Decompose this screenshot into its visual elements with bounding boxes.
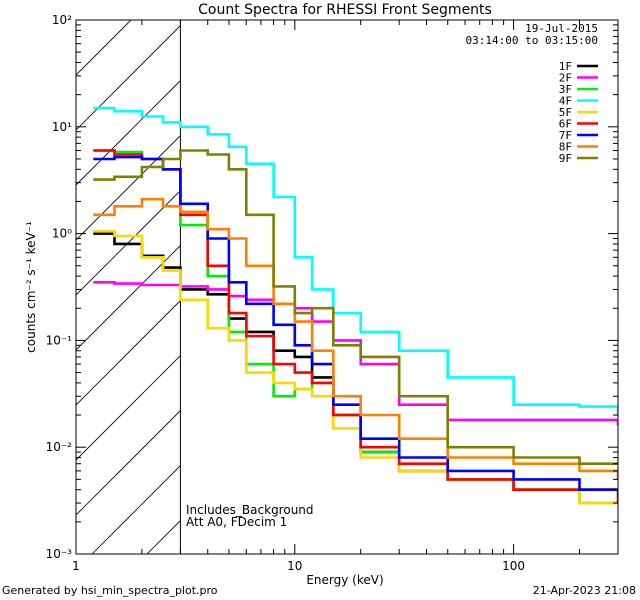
series-line-5f <box>93 230 618 505</box>
footer-generated-by: Generated by hsi_min_spectra_plot.pro <box>2 584 218 597</box>
y-tick-label: 10⁻¹ <box>46 333 73 347</box>
hatch-line <box>76 245 181 351</box>
y-tick-label: 10⁰ <box>52 227 72 241</box>
y-tick-label: 10² <box>52 13 72 27</box>
series-line-3f <box>93 149 618 505</box>
x-tick-label: 1 <box>72 559 80 573</box>
series-line-1f <box>93 232 618 491</box>
hatch-line <box>76 190 181 296</box>
legend-date: 19-Jul-2015 <box>525 22 598 35</box>
hatch-line <box>76 355 181 461</box>
hatch-line <box>76 410 181 516</box>
hatched-region <box>76 20 181 554</box>
y-axis-label: counts cm⁻² s⁻¹ keV⁻¹ <box>24 221 38 353</box>
plot-frame <box>75 19 619 555</box>
x-axis-label: Energy (keV) <box>306 573 383 587</box>
legend-label-9f: 9F <box>559 152 572 165</box>
legend-time-range: 03:14:00 to 03:15:00 <box>466 34 598 47</box>
series-layer <box>93 106 618 505</box>
y-tick-label: 10⁻³ <box>46 547 73 561</box>
annotation-attenuator: Att A0, FDecim 1 <box>186 515 287 529</box>
annotation-background: Includes_Background <box>186 503 314 517</box>
y-tick-label: 10¹ <box>52 120 72 134</box>
hatch-line <box>76 20 132 76</box>
series-line-6f <box>93 149 618 503</box>
y-tick-label: 10⁻² <box>46 440 73 454</box>
legend-label-6f: 6F <box>559 118 572 131</box>
hatch-line <box>76 135 181 241</box>
legend-label-7f: 7F <box>559 129 572 142</box>
series-line-9f <box>93 149 618 465</box>
hatch-line <box>76 300 181 406</box>
axis-ticks <box>75 19 619 555</box>
series-line-4f <box>93 106 618 415</box>
chart-title: Count Spectra for RHESSI Front Segments <box>198 2 492 18</box>
x-tick-label: 10 <box>287 559 302 573</box>
x-tick-label: 100 <box>502 559 525 573</box>
legend-label-3f: 3F <box>559 83 572 96</box>
axis-tick-labels: 1 10 100 10⁻³ 10⁻² 10⁻¹ 10⁰ 10¹ 10² <box>46 13 525 573</box>
legend-label-4f: 4F <box>559 95 572 108</box>
legend-label-2f: 2F <box>559 72 572 85</box>
legend-label-8f: 8F <box>559 141 572 154</box>
hatch-line <box>91 465 181 554</box>
legend-label-1f: 1F <box>559 60 572 73</box>
hatch-line <box>76 80 181 186</box>
footer-timestamp: 21-Apr-2023 21:08 <box>532 584 636 597</box>
legend-label-5f: 5F <box>559 106 572 119</box>
hatch-line <box>76 20 77 21</box>
